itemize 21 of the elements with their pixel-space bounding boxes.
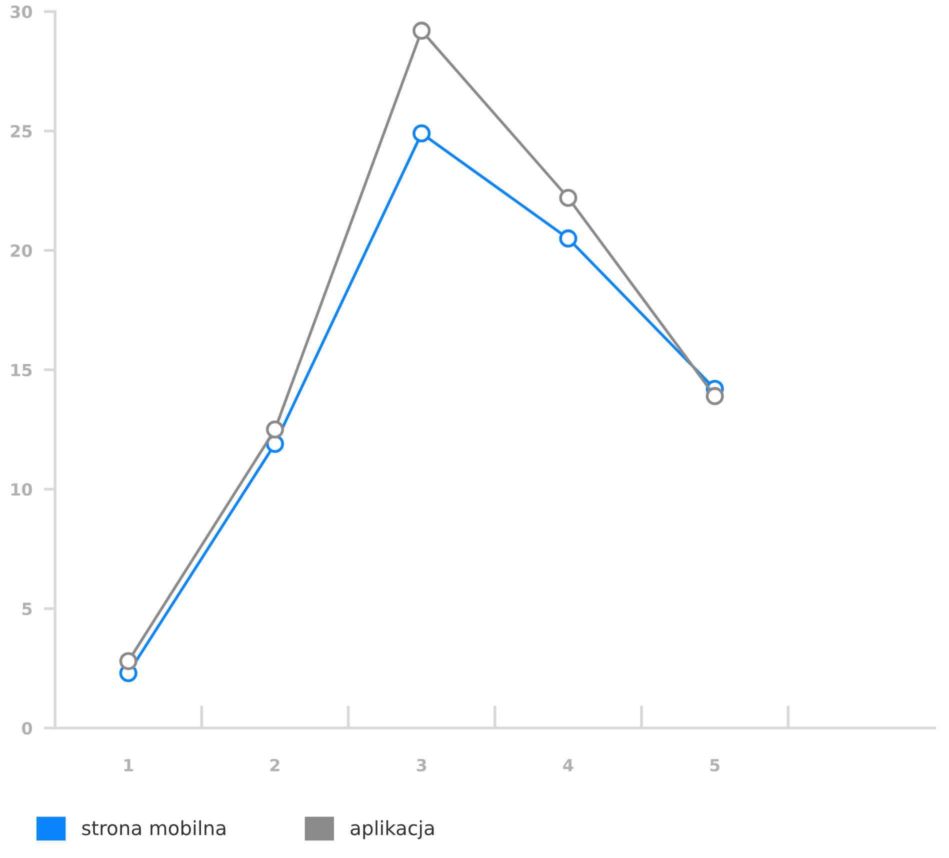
y-tick-label: 15 [12, 364, 32, 376]
point [412, 124, 431, 142]
legend-label: aplikacja [350, 820, 434, 840]
x-tick-label: 1 [124, 759, 134, 772]
y-tick-label: 25 [10, 124, 32, 138]
x-tick-label: 3 [416, 758, 426, 772]
y-tick-label: 20 [10, 244, 32, 257]
point [119, 652, 138, 670]
point [412, 22, 431, 40]
x-tick-label: 5 [710, 759, 720, 772]
point [266, 420, 284, 439]
x-tick-label: 2 [270, 758, 280, 772]
x-tick-label: 4 [563, 759, 574, 772]
y-tick-label: 10 [12, 483, 32, 496]
point [706, 387, 724, 406]
y-tick-label: 5 [22, 602, 32, 616]
point [559, 188, 578, 207]
y-tick-label: 0 [22, 722, 32, 735]
legend-label: strona mobilna [82, 820, 226, 836]
y-tick-label: 30 [10, 6, 32, 18]
point [559, 229, 578, 248]
